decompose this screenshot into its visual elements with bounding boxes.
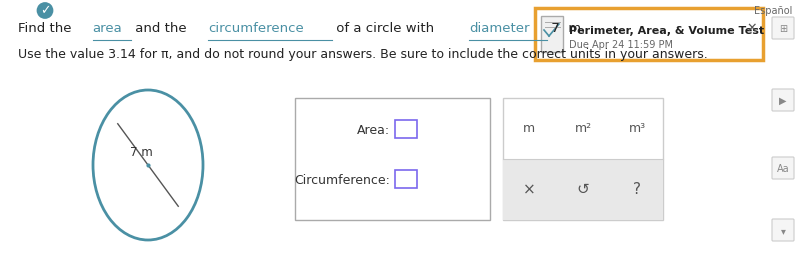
Text: and the: and the: [131, 22, 190, 35]
Text: m: m: [523, 122, 535, 134]
Text: Circumference:: Circumference:: [294, 173, 390, 187]
Text: diameter: diameter: [469, 22, 530, 35]
FancyBboxPatch shape: [395, 120, 417, 138]
FancyBboxPatch shape: [772, 17, 794, 39]
Text: Aa: Aa: [777, 164, 790, 174]
Text: Area:: Area:: [357, 124, 390, 136]
Text: ?: ?: [633, 182, 641, 197]
FancyBboxPatch shape: [395, 170, 417, 188]
FancyBboxPatch shape: [295, 98, 490, 220]
Text: 7  m.: 7 m.: [547, 22, 586, 35]
Text: ▶: ▶: [779, 96, 786, 106]
FancyBboxPatch shape: [541, 16, 563, 52]
Text: circumference: circumference: [208, 22, 304, 35]
Text: area: area: [93, 22, 122, 35]
Text: ↺: ↺: [577, 182, 590, 197]
Text: Español: Español: [754, 6, 792, 16]
FancyBboxPatch shape: [503, 98, 663, 220]
Text: ▾: ▾: [781, 226, 786, 236]
FancyBboxPatch shape: [772, 219, 794, 241]
FancyBboxPatch shape: [772, 89, 794, 111]
Text: of a circle with: of a circle with: [332, 22, 438, 35]
Text: Find the: Find the: [18, 22, 76, 35]
Text: Use the value 3.14 for π, and do not round your answers. Be sure to include the : Use the value 3.14 for π, and do not rou…: [18, 48, 708, 61]
Text: 7 m: 7 m: [130, 146, 153, 160]
Text: ⊞: ⊞: [779, 24, 787, 34]
FancyBboxPatch shape: [503, 159, 663, 220]
FancyBboxPatch shape: [535, 8, 763, 60]
Text: m²: m²: [574, 122, 591, 134]
Text: ×: ×: [522, 182, 535, 197]
FancyBboxPatch shape: [772, 157, 794, 179]
Text: Due Apr 24 11:59 PM: Due Apr 24 11:59 PM: [569, 40, 673, 50]
Text: ✕: ✕: [746, 22, 757, 35]
Text: Perimeter, Area, & Volume Test: Perimeter, Area, & Volume Test: [569, 26, 764, 36]
Text: m³: m³: [629, 122, 646, 134]
Text: ✓: ✓: [40, 4, 50, 17]
